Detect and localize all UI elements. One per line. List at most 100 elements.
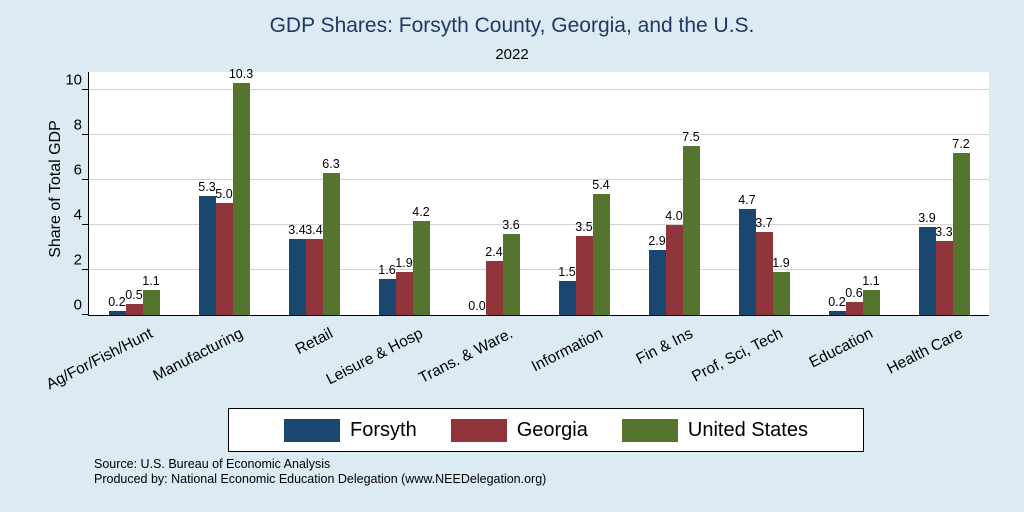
legend: Forsyth Georgia United States xyxy=(228,408,864,452)
bar-georgia xyxy=(935,240,953,315)
bar-forsyth xyxy=(918,227,936,315)
y-axis-tick xyxy=(82,269,89,270)
bar-value-label: 3.4 xyxy=(305,222,323,237)
bar-value-label: 0.2 xyxy=(828,294,846,309)
bar-forsyth xyxy=(828,310,846,315)
bar-value-label: 3.6 xyxy=(502,218,520,232)
x-tick-label: Education xyxy=(806,325,876,372)
bar-value-label: 1.1 xyxy=(862,274,880,289)
bar-value-label: 2.9 xyxy=(648,233,666,248)
bar-value-label: 2.4 xyxy=(485,245,503,259)
bar-georgia xyxy=(845,301,863,315)
bar-value-label: 5.4 xyxy=(592,177,610,192)
bar-value-label: 1.9 xyxy=(772,256,790,271)
bar-value-label: 1.5 xyxy=(558,265,576,280)
gridline xyxy=(89,89,989,90)
bar-value-label: 4.7 xyxy=(738,193,756,208)
bar-value-label: 6.3 xyxy=(322,157,340,172)
bar-value-label: 4.0 xyxy=(665,209,683,223)
legend-item-united-states: United States xyxy=(621,418,808,442)
bar-united-states xyxy=(862,290,880,315)
bar-united-states xyxy=(772,272,790,315)
chart-title: GDP Shares: Forsyth County, Georgia, and… xyxy=(269,14,755,37)
bar-value-label: 7.5 xyxy=(682,130,700,145)
legend-item-forsyth: Forsyth xyxy=(284,418,417,442)
bar-value-label: 0.5 xyxy=(125,287,143,302)
bar-georgia xyxy=(575,236,593,315)
bar-forsyth xyxy=(108,310,126,315)
bar-value-label: 3.5 xyxy=(575,220,593,235)
bar-forsyth xyxy=(198,195,216,315)
bar-value-label: 1.9 xyxy=(395,256,413,271)
legend-swatch xyxy=(621,418,678,442)
bar-value-label: 3.9 xyxy=(918,211,936,226)
bar-value-label: 4.2 xyxy=(412,204,430,219)
bar-united-states xyxy=(322,173,340,315)
bar-value-label: 3.4 xyxy=(288,222,306,237)
bar-forsyth xyxy=(378,279,396,315)
y-axis-tick xyxy=(82,179,89,180)
bar-value-label: 0.0 xyxy=(468,299,486,313)
legend-swatch xyxy=(450,418,507,442)
bar-value-label: 10.3 xyxy=(228,67,254,82)
y-tick-label: 2 xyxy=(73,251,82,269)
bar-georgia xyxy=(665,225,683,315)
y-tick-label: 0 xyxy=(73,296,82,314)
x-tick-label: Information xyxy=(528,325,606,376)
gridline xyxy=(89,179,989,180)
bar-united-states xyxy=(592,193,610,315)
x-tick-label: Leisure & Hosp xyxy=(323,325,426,389)
bar-value-label: 7.2 xyxy=(952,137,970,151)
bar-united-states xyxy=(142,290,160,315)
x-tick-label: Fin & Ins xyxy=(633,325,696,368)
x-tick-label: Retail xyxy=(292,325,336,359)
bar-value-label: 0.6 xyxy=(845,285,863,300)
bar-value-label: 5.3 xyxy=(198,179,216,194)
y-tick-label: 6 xyxy=(73,161,82,179)
legend-item-georgia: Georgia xyxy=(450,418,588,442)
bar-value-label: 5.0 xyxy=(215,186,233,201)
x-tick-label: Ag/For/Fish/Hunt xyxy=(43,325,156,394)
bar-value-label: 1.6 xyxy=(378,263,396,277)
gridline xyxy=(89,134,989,135)
y-axis-tick xyxy=(82,314,89,315)
bar-georgia xyxy=(125,303,143,315)
bar-forsyth xyxy=(648,249,666,315)
x-tick-label: Health Care xyxy=(884,325,966,378)
legend-label: Georgia xyxy=(516,418,588,441)
legend-label: United States xyxy=(687,418,808,441)
bar-georgia xyxy=(305,238,323,315)
bar-value-label: 1.1 xyxy=(142,274,160,289)
y-axis-tick xyxy=(82,89,89,90)
bar-united-states xyxy=(412,220,430,315)
chart-subtitle: 2022 xyxy=(495,46,529,63)
source-line-1: Source: U.S. Bureau of Economic Analysis xyxy=(94,457,331,471)
bar-forsyth xyxy=(738,209,756,315)
bar-value-label: 3.3 xyxy=(935,224,953,239)
bar-georgia xyxy=(755,231,773,315)
x-tick-label: Prof, Sci, Tech xyxy=(689,325,786,386)
bar-united-states xyxy=(952,153,970,315)
bar-georgia xyxy=(215,202,233,315)
plot-area: 0 2 4 6 8 10 0.2 0.5 1.1 Ag/For/Fish/Hunt 5.3 5.0 10… xyxy=(44,67,989,393)
bar-forsyth xyxy=(288,238,306,315)
bar-forsyth xyxy=(558,281,576,315)
source-line-2: Produced by: National Economic Education… xyxy=(94,472,547,486)
gridline xyxy=(89,224,989,225)
bar-value-label: 0.2 xyxy=(108,294,126,309)
bar-united-states xyxy=(502,234,520,315)
x-tick-label: Trans. & Ware. xyxy=(416,325,516,387)
y-axis-tick xyxy=(82,134,89,135)
gridline xyxy=(89,269,989,270)
legend-swatch xyxy=(284,418,341,442)
x-tick-label: Manufacturing xyxy=(150,325,246,385)
y-tick-label: 8 xyxy=(73,116,82,134)
bar-value-label: 3.7 xyxy=(755,215,773,230)
bar-united-states xyxy=(232,83,250,315)
bar-georgia xyxy=(485,261,503,315)
bar-georgia xyxy=(395,272,413,315)
y-axis-tick xyxy=(82,224,89,225)
bar-united-states xyxy=(682,146,700,315)
y-tick-label: 4 xyxy=(73,206,82,224)
legend-label: Forsyth xyxy=(350,418,417,441)
